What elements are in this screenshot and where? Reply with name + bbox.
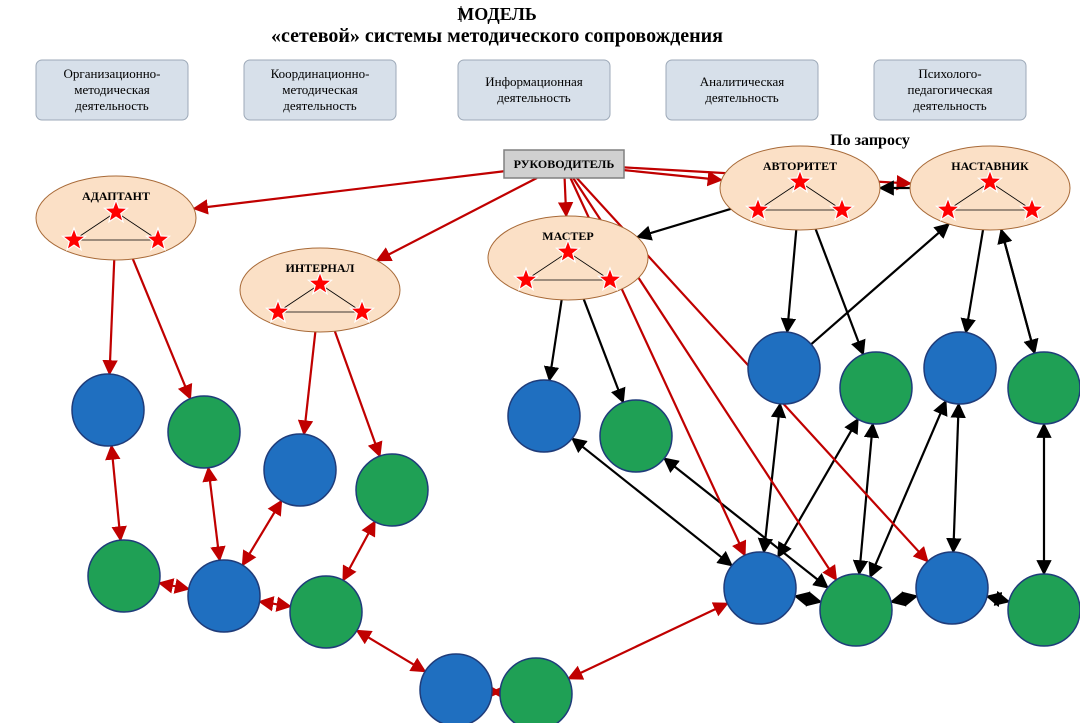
header-text-3-1: деятельность — [705, 90, 778, 105]
header-text-2-0: Информационная — [485, 74, 583, 89]
node-circle-v_g2 — [1008, 352, 1080, 424]
edge-7 — [304, 332, 315, 434]
edge-16 — [208, 468, 219, 561]
role-avtoritet: АВТОРИТЕТ — [720, 146, 880, 230]
edge-11 — [787, 230, 796, 332]
node-circle-low_bR — [724, 552, 796, 624]
edge-15 — [111, 446, 120, 540]
leader-layer: РУКОВОДИТЕЛЬ — [504, 150, 624, 178]
edge-10 — [584, 299, 623, 402]
edge-27 — [778, 419, 858, 557]
role-adaptant: АДАПТАНТ — [36, 176, 196, 260]
edge-0 — [194, 171, 504, 208]
edge-5 — [109, 260, 114, 374]
edge-21 — [357, 631, 425, 672]
edge-32 — [795, 596, 821, 602]
on-request-label: По запросу — [830, 132, 910, 149]
node-circle-a_g — [168, 396, 240, 468]
node-circle-m_b — [508, 380, 580, 452]
edge-40 — [811, 224, 949, 344]
edge-17 — [243, 501, 282, 565]
header-text-0-2: деятельность — [75, 98, 148, 113]
header-text-4-1: педагогическая — [907, 82, 992, 97]
edge-8 — [335, 331, 380, 456]
edge-39 — [637, 209, 730, 237]
title-line-2: «сетевой» системы методического сопровож… — [271, 25, 723, 47]
edge-23 — [569, 603, 728, 678]
role-master: МАСТЕР — [488, 216, 648, 300]
node-circle-low_gL — [88, 540, 160, 612]
node-circle-v_g — [840, 352, 912, 424]
diagram-canvas: МОДЕЛЬ «сетевой» системы методического с… — [0, 0, 1080, 723]
headers-layer: Организационно-методическаядеятельностьК… — [36, 60, 1026, 120]
node-circle-low_gR — [820, 574, 892, 646]
edge-13 — [966, 230, 983, 333]
edge-12 — [816, 229, 864, 354]
node-circle-low_gC — [500, 658, 572, 723]
edge-33 — [891, 596, 917, 602]
header-text-2-1: деятельность — [497, 90, 570, 105]
header-text-0-1: методическая — [74, 82, 149, 97]
node-circle-low_gR2 — [1008, 574, 1080, 646]
edge-2 — [565, 178, 567, 216]
edge-18 — [343, 522, 375, 581]
node-circle-low_gM — [290, 576, 362, 648]
edge-9 — [549, 300, 561, 381]
node-circle-i_b — [264, 434, 336, 506]
header-text-4-2: деятельность — [913, 98, 986, 113]
node-circle-low_bC — [420, 654, 492, 723]
node-circle-a_b — [72, 374, 144, 446]
role-internal: ИНТЕРНАЛ — [240, 248, 400, 332]
header-text-1-0: Координационно- — [271, 66, 370, 81]
header-text-1-2: деятельность — [283, 98, 356, 113]
edge-31 — [870, 401, 946, 577]
node-circle-v_b — [748, 332, 820, 404]
node-circle-i_g — [356, 454, 428, 526]
edge-20 — [260, 602, 291, 607]
header-text-4-0: Психолого- — [918, 66, 981, 81]
edge-26 — [764, 404, 780, 552]
edge-6 — [133, 259, 190, 399]
node-circle-low_bL — [188, 560, 260, 632]
header-text-0-0: Организационно- — [64, 66, 161, 81]
node-circle-low_bR2 — [916, 552, 988, 624]
header-text-1-1: методическая — [282, 82, 357, 97]
role-nastavnik: НАСТАВНИК — [910, 146, 1070, 230]
title-line-1: МОДЕЛЬ — [457, 4, 537, 24]
node-circle-m_g — [600, 400, 672, 472]
circles-layer — [72, 332, 1080, 723]
node-circle-v_b2 — [924, 332, 996, 404]
edge-34 — [987, 596, 1009, 601]
edge-29 — [953, 404, 958, 552]
header-text-3-0: Аналитическая — [700, 74, 785, 89]
edge-19 — [159, 583, 188, 589]
edge-41 — [1001, 230, 1034, 354]
leader-label: РУКОВОДИТЕЛЬ — [514, 157, 615, 171]
